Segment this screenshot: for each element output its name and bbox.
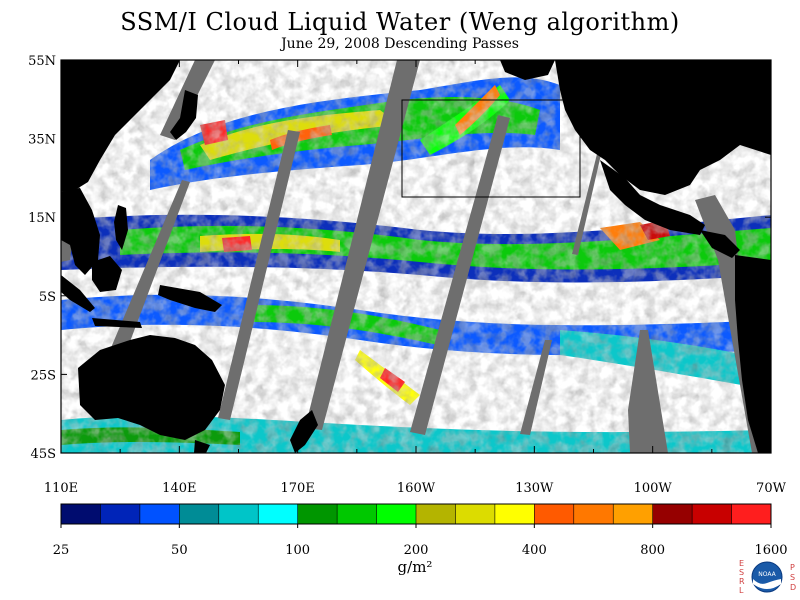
lat-tick-label: 25S bbox=[31, 368, 56, 383]
colorbar-unit-label: g/m² bbox=[397, 558, 433, 576]
colorbar-tick-label: 25 bbox=[53, 543, 70, 558]
land-tasmania bbox=[194, 440, 210, 453]
lat-tick-label: 45S bbox=[31, 447, 56, 462]
land-asia bbox=[61, 60, 180, 192]
lon-tick-label: 110E bbox=[44, 481, 78, 496]
lat-tick-label: 15N bbox=[28, 211, 56, 226]
lon-tick-label: 70W bbox=[756, 481, 787, 496]
lat-tick-label: 5S bbox=[39, 290, 56, 305]
colorbar-swatch bbox=[179, 504, 220, 524]
map-subtitle: June 29, 2008 Descending Passes bbox=[281, 36, 519, 52]
land-indochina bbox=[61, 188, 100, 275]
colorbar-swatch bbox=[376, 504, 417, 524]
lon-tick-label: 100W bbox=[634, 481, 673, 496]
colorbar-swatch bbox=[61, 504, 101, 524]
land-south-america bbox=[735, 255, 771, 453]
land-japan bbox=[170, 90, 198, 140]
land-mexico bbox=[600, 160, 705, 235]
colorbar-tick-label: 400 bbox=[522, 543, 547, 558]
land-borneo bbox=[92, 256, 122, 292]
logo-letter: S bbox=[739, 568, 744, 577]
longitude-axis: 110E 140E 170E 160W 130W 100W 70W bbox=[44, 60, 787, 496]
colorbar-swatch bbox=[731, 504, 772, 524]
land-masses bbox=[61, 60, 771, 453]
colorbar-tick-label: 1600 bbox=[754, 543, 787, 558]
lat-tick-label: 55N bbox=[28, 54, 56, 69]
noaa-esrl-psd-logo: E S R L NOAA P S D bbox=[739, 559, 796, 595]
land-java bbox=[92, 318, 142, 328]
colorbar-swatch bbox=[337, 504, 377, 524]
colorbar-swatch bbox=[692, 504, 732, 524]
colorbar-swatch bbox=[297, 504, 338, 524]
colorbar-swatch bbox=[652, 504, 693, 524]
colorbar-swatch bbox=[139, 504, 180, 524]
colorbar-swatch bbox=[416, 504, 456, 524]
colorbar: 25 50 100 200 400 800 1600 bbox=[53, 503, 788, 558]
swath-gap-2 bbox=[110, 180, 190, 355]
swath-gap-7 bbox=[572, 150, 602, 255]
lon-tick-label: 160W bbox=[397, 481, 436, 496]
land-central-america bbox=[700, 230, 740, 258]
swath-gap-5 bbox=[410, 115, 510, 435]
latitude-axis: 55N 35N 15N 5S 25S 45S bbox=[28, 54, 771, 462]
colorbar-tick-label: 50 bbox=[171, 543, 188, 558]
lon-tick-label: 140E bbox=[162, 481, 196, 496]
logo-letter: S bbox=[790, 573, 795, 582]
land-new-guinea bbox=[158, 285, 222, 312]
colorbar-tick-label: 200 bbox=[404, 543, 429, 558]
logo-letter: L bbox=[739, 586, 744, 595]
logo-letter: P bbox=[790, 563, 795, 572]
land-sumatra bbox=[61, 275, 95, 312]
swath-gap-8 bbox=[628, 330, 668, 453]
land-alaska-coast bbox=[500, 60, 555, 80]
swath-gap-6 bbox=[520, 340, 552, 435]
logo-letter: D bbox=[790, 583, 796, 592]
land-north-america bbox=[555, 60, 771, 195]
logo-letter: R bbox=[739, 577, 745, 586]
colorbar-tick-label: 800 bbox=[640, 543, 665, 558]
lat-tick-label: 35N bbox=[28, 133, 56, 148]
colorbar-swatch bbox=[613, 504, 653, 524]
swath-gap-4 bbox=[305, 60, 420, 430]
land-australia bbox=[78, 335, 225, 440]
region-outline-box bbox=[401, 99, 581, 198]
logo-letter: E bbox=[739, 559, 744, 568]
map-title: SSM/I Cloud Liquid Water (Weng algorithm… bbox=[120, 8, 680, 36]
colorbar-swatch bbox=[218, 504, 259, 524]
land-new-zealand bbox=[290, 410, 318, 453]
lon-tick-label: 130W bbox=[515, 481, 554, 496]
lon-tick-label: 170E bbox=[281, 481, 315, 496]
land-philippines bbox=[114, 205, 128, 250]
colorbar-swatch bbox=[494, 504, 535, 524]
colorbar-swatch bbox=[573, 504, 614, 524]
colorbar-swatch bbox=[100, 504, 141, 524]
noaa-seal-text: NOAA bbox=[758, 571, 776, 578]
colorbar-swatch bbox=[534, 504, 575, 524]
colorbar-swatch bbox=[258, 504, 298, 524]
swath-gap-3 bbox=[218, 130, 300, 420]
colorbar-swatch bbox=[455, 504, 496, 524]
colorbar-tick-label: 100 bbox=[285, 543, 310, 558]
